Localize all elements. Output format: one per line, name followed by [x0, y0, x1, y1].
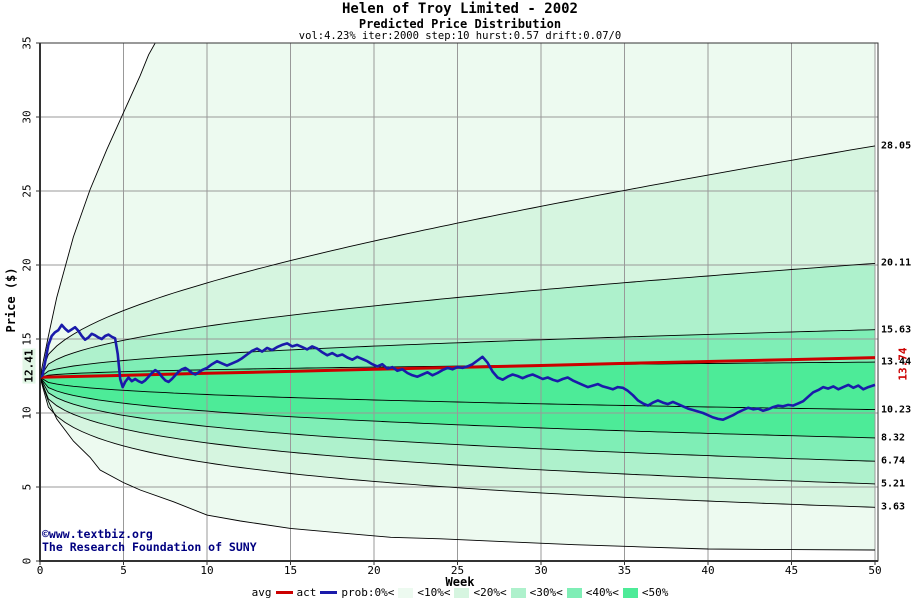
y-tick-label: 0	[20, 557, 34, 565]
x-tick-label: 10	[200, 564, 214, 577]
quantile-end-label: 6.74	[881, 455, 906, 467]
quantile-end-label: 13.44	[881, 356, 912, 368]
quantile-end-label: 15.63	[881, 324, 912, 336]
legend-band-swatch	[454, 587, 470, 598]
legend-act-label: act	[296, 586, 317, 599]
legend-band-swatch	[566, 587, 582, 598]
y-tick-label: 10	[20, 406, 34, 420]
legend-prob-label: prob:0%<	[341, 586, 395, 599]
x-axis-title: Week	[445, 575, 475, 589]
x-tick-label: 50	[868, 564, 882, 577]
quantile-end-label: 3.63	[881, 501, 906, 513]
legend-act-line-swatch	[320, 591, 338, 594]
legend-avg-label: avg	[251, 586, 272, 599]
chart-legend: avg act prob:0%< <10%< <20%< <30%< <40%< <50%	[0, 586, 920, 599]
x-tick-label: 5	[120, 564, 127, 577]
legend-prob-label: <10%<	[417, 586, 451, 599]
x-tick-label: 45	[784, 564, 799, 577]
start-price-label: 12.41	[22, 348, 36, 384]
x-tick-label: 0	[36, 564, 44, 577]
x-tick-label: 35	[617, 564, 632, 577]
legend-band-swatch	[510, 587, 526, 598]
quantile-end-label: 10.23	[881, 404, 912, 416]
y-tick-label: 5	[20, 483, 34, 491]
legend-prob-label: <50%	[641, 586, 669, 599]
x-tick-label: 40	[701, 564, 715, 577]
quantile-end-label: 5.21	[881, 478, 906, 490]
y-tick-label: 20	[20, 258, 34, 272]
watermark: ©www.textbiz.org The Research Foundation…	[42, 528, 257, 554]
x-tick-label: 30	[534, 564, 548, 577]
y-axis-title: Price ($)	[4, 267, 18, 333]
quantile-end-label: 20.11	[881, 257, 912, 269]
watermark-url: ©www.textbiz.org	[42, 527, 153, 541]
quantile-end-label: 8.32	[881, 432, 906, 444]
legend-avg-line-swatch	[275, 591, 293, 594]
y-tick-label: 15	[20, 332, 34, 346]
x-tick-label: 20	[367, 564, 381, 577]
chart-title: Helen of Troy Limited - 2002	[341, 1, 578, 17]
y-tick-label: 35	[20, 36, 34, 50]
chart-parameters: vol:4.23% iter:2000 step:10 hurst:0.57 d…	[298, 30, 622, 42]
legend-prob-label: <20%<	[473, 586, 507, 599]
legend-prob-label: <40%<	[585, 586, 619, 599]
x-tick-label: 25	[450, 564, 465, 577]
quantile-end-label: 28.05	[881, 140, 912, 152]
watermark-org: The Research Foundation of SUNY	[42, 540, 257, 554]
x-tick-label: 15	[283, 564, 298, 577]
legend-prob-label: <30%<	[529, 586, 563, 599]
y-tick-label: 30	[20, 110, 34, 124]
y-tick-label: 25	[20, 184, 34, 198]
legend-band-swatch	[398, 587, 414, 598]
avg-final-price-label: 13.74	[896, 347, 910, 381]
chart-subtitle: Predicted Price Distribution	[358, 17, 562, 31]
legend-band-swatch	[622, 587, 638, 598]
